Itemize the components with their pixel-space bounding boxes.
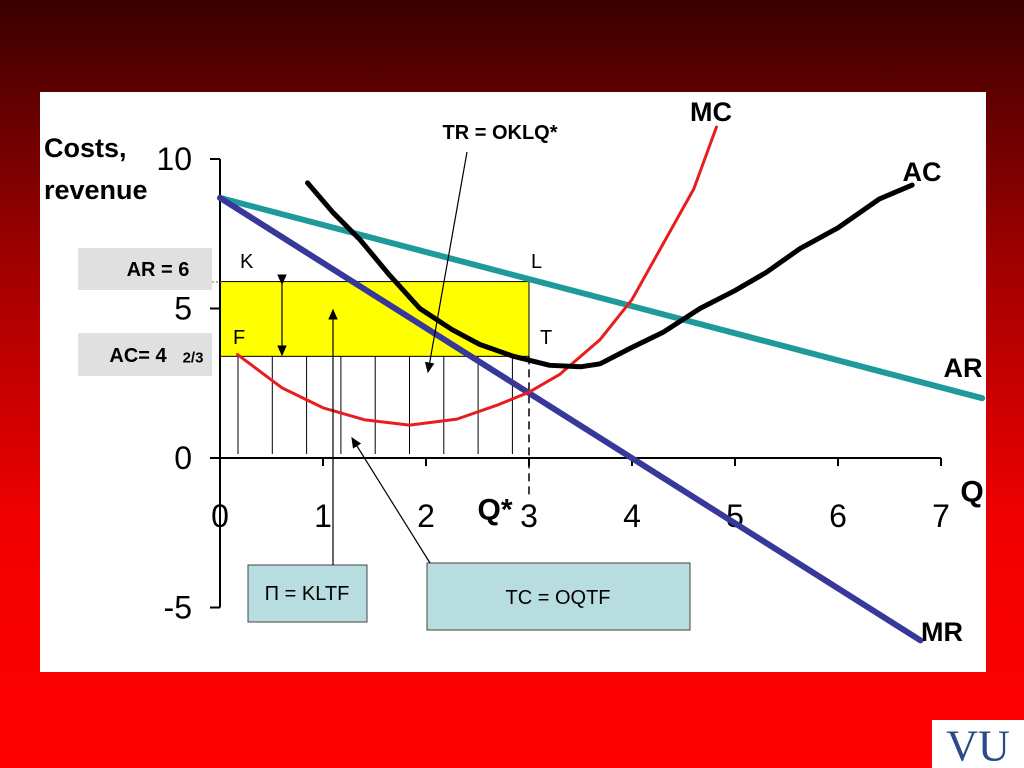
ac-fraction: 2/3 xyxy=(183,350,204,367)
logo: VU xyxy=(946,722,1010,768)
ac-label: AC= 4 xyxy=(109,345,167,367)
tc-box xyxy=(426,562,691,631)
curve xyxy=(305,180,915,370)
profit-box xyxy=(247,564,368,623)
point-label: L xyxy=(531,251,542,273)
x-tick-label: 3 xyxy=(520,498,538,534)
curve-label: AC xyxy=(903,157,942,187)
point-label: K xyxy=(240,251,254,273)
tc-label: TC = OQTF xyxy=(506,587,611,609)
y-tick-label: 0 xyxy=(174,440,192,476)
point-label: F xyxy=(233,327,245,349)
tc-arrow xyxy=(351,436,431,564)
y-axis-label: Costs, xyxy=(44,133,127,163)
y-axis-label: revenue xyxy=(44,175,148,205)
y-tick-label: 10 xyxy=(156,141,192,177)
curve xyxy=(217,194,986,402)
x-tick-label: 6 xyxy=(829,498,847,534)
logo-box xyxy=(932,720,1024,768)
curve xyxy=(217,194,924,644)
x-axis-label: Q xyxy=(960,476,983,509)
ar-box xyxy=(78,248,212,290)
x-tick-label: 2 xyxy=(417,498,435,534)
curve-label: MR xyxy=(921,617,963,647)
y-tick-label: 5 xyxy=(174,291,192,327)
x-tick-label: 1 xyxy=(314,498,332,534)
y-tick-label: -5 xyxy=(164,590,192,626)
ar-label: AR = 6 xyxy=(127,259,190,281)
curve-label: MC xyxy=(690,97,732,127)
ac-box xyxy=(78,333,212,376)
tr-label: TR = OKLQ* xyxy=(442,122,557,144)
x-tick-label: 4 xyxy=(623,498,641,534)
curve-label: AR xyxy=(944,353,983,383)
q-star-label: Q* xyxy=(477,494,512,527)
tr-arrow xyxy=(424,151,468,374)
profit-label: Π = KLTF xyxy=(265,583,350,605)
point-label: T xyxy=(540,327,552,349)
x-tick-label: 0 xyxy=(211,498,229,534)
curve xyxy=(236,125,718,427)
x-tick-label: 7 xyxy=(932,498,950,534)
